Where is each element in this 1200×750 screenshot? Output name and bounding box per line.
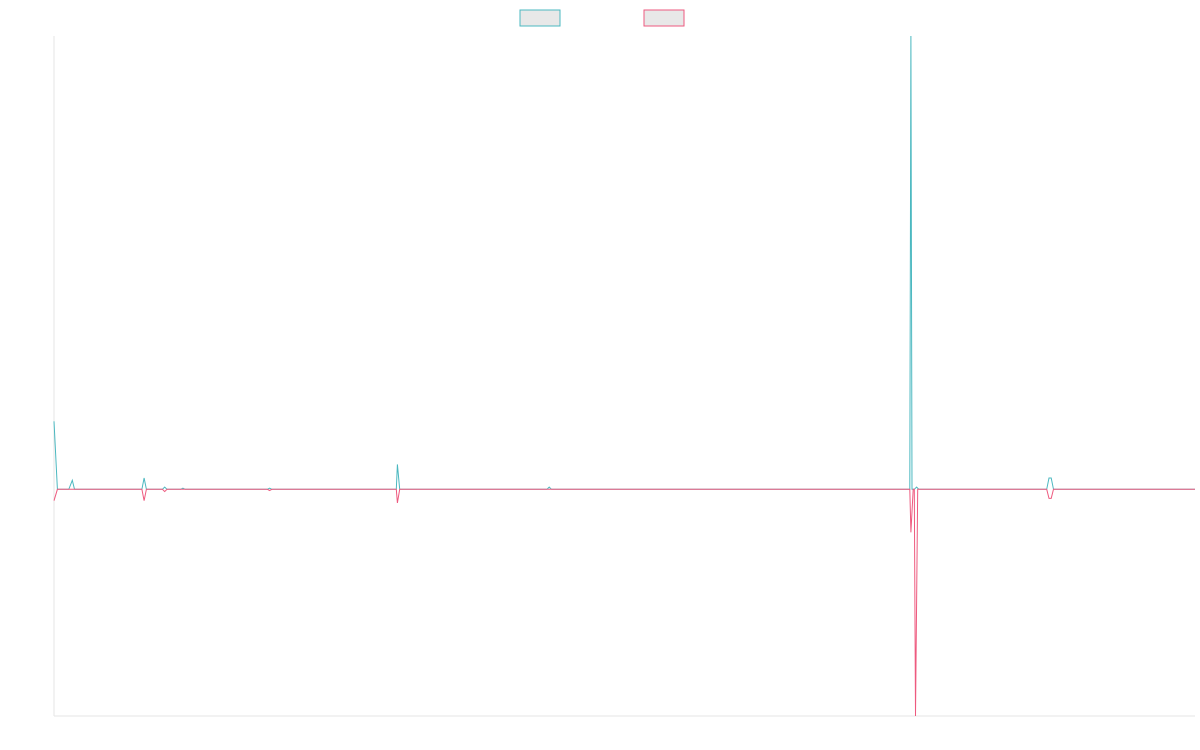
series-layer: [53, 35, 1195, 717]
series-line-2: [53, 488, 1195, 717]
series-line-1: [53, 35, 1195, 490]
legend-swatch-2[interactable]: [643, 9, 685, 27]
legend[interactable]: [519, 9, 685, 27]
legend-swatch-1[interactable]: [519, 9, 561, 27]
